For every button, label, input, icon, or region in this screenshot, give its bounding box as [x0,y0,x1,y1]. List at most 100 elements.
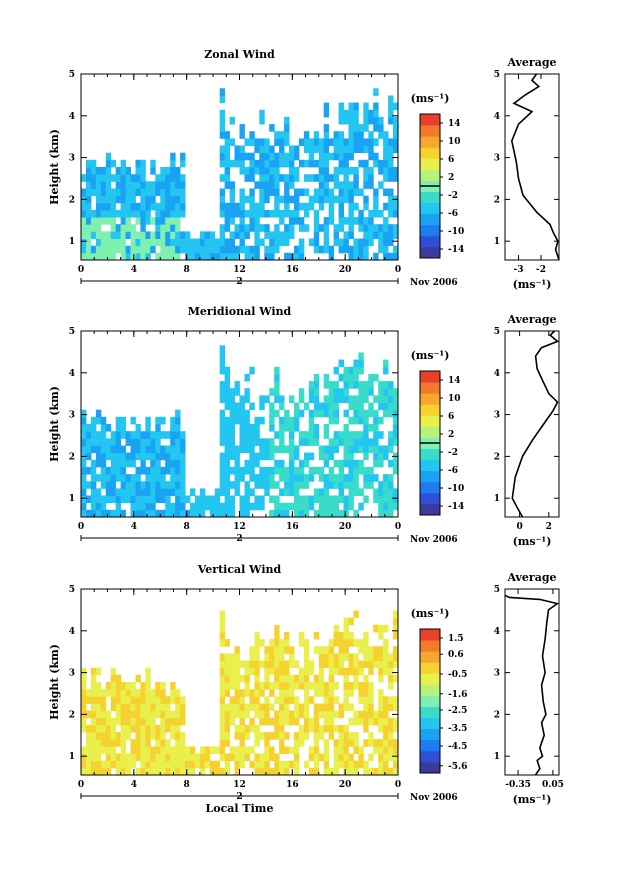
heatmap-cell [219,116,226,125]
heatmap-cell [155,746,161,754]
heatmap-cell [264,703,270,712]
heatmap-cell [298,388,305,396]
heatmap-cell [323,739,330,747]
heatmap-cell [264,660,270,669]
heatmap-cell [393,674,399,683]
heatmap-cell [269,416,275,425]
heatmap-cell [318,646,325,654]
heatmap-cell [150,488,156,496]
colorbar-tick-label: -2.5 [448,706,467,716]
heatmap-cell [199,502,206,511]
heatmap-cell [388,238,394,247]
heatmap-cell [170,767,176,776]
heatmap-cell [274,481,280,489]
heatmap-cell [125,703,131,712]
heatmap-cell [303,639,310,647]
heatmap-cell [343,452,349,461]
heatmap-cell [318,703,325,712]
heatmap-cell [135,710,141,719]
heatmap-cell [284,116,290,125]
average-y-tick-label: 2 [494,452,500,462]
heatmap-cell [328,682,335,690]
heatmap-cell [224,424,230,432]
heatmap-cell [81,481,87,489]
heatmap-cell [234,409,240,418]
colorbar-tick-label: -6 [448,466,458,476]
heatmap-cell [393,753,399,762]
heatmap-cell [249,174,255,182]
heatmap-cell [120,174,126,182]
heatmap-cell [229,231,235,239]
heatmap-cell [348,466,354,475]
colorbar-swatch [420,213,440,226]
heatmap-cell [254,631,260,640]
heatmap-cell [244,209,250,218]
heatmap-cell [244,152,250,161]
heatmap-cell [224,395,230,403]
heatmap-cell [219,459,226,468]
heatmap-cell [348,653,354,661]
heatmap-cell [95,689,102,697]
heatmap-cell [338,466,344,475]
heatmap-cell [358,395,364,403]
heatmap-cell [249,195,255,204]
heatmap-cell [105,710,112,719]
heatmap-cell [388,753,394,762]
heatmap-cell [303,509,310,518]
heatmap-cell [81,717,87,726]
heatmap-cell [323,459,330,468]
heatmap-cell [130,710,136,719]
heatmap-cell [130,209,136,218]
heatmap-cell [239,660,245,669]
heatmap-cell [303,703,310,712]
heatmap-cell [348,145,354,154]
heatmap-cell [140,231,146,239]
heatmap-cell [180,238,186,247]
heatmap-cell [90,767,97,776]
heatmap-cell [254,739,260,747]
heatmap-cell [249,502,255,511]
heatmap-cell [155,710,161,719]
heatmap-cell [298,409,305,418]
heatmap-cell [284,502,290,511]
colorbar-tick-label: -4.5 [448,742,467,752]
heatmap-cell [145,195,151,204]
heatmap-cell [294,696,300,704]
x-tick-label: 4 [131,522,137,532]
heatmap-cell [254,653,260,661]
heatmap-cell [343,445,349,454]
heatmap-cell [239,395,245,403]
heatmap-cell [239,703,245,712]
heatmap-cell [224,674,230,683]
heatmap-cell [125,195,131,204]
heatmap-cell [393,696,399,704]
heatmap-cell [135,488,141,496]
heatmap-cell [234,252,240,261]
heatmap-cell [185,767,191,776]
heatmap-cell [249,696,255,704]
heatmap-cell [353,732,359,740]
heatmap-cell [249,217,255,225]
heatmap-cell [363,452,369,461]
colorbar-tick-label: 6 [448,412,454,422]
heatmap-cell [274,395,280,403]
heatmap-cell [204,502,211,511]
heatmap-cell [303,402,310,411]
heatmap-cell [165,431,171,439]
heatmap-cell [338,388,344,396]
heatmap-cell [328,667,335,676]
heatmap-cell [155,466,161,475]
heatmap-cell [373,474,379,482]
heatmap-cell [284,424,290,432]
heatmap-cell [378,746,384,754]
heatmap-cell [279,217,285,225]
heatmap-cell [115,238,122,247]
heatmap-cell [388,459,394,468]
heatmap-cell [259,181,265,189]
heatmap-cell [160,466,166,475]
heatmap-cell [353,145,359,154]
heatmap-cell [120,159,126,168]
heatmap-cell [81,667,87,676]
heatmap-cell [155,760,161,769]
heatmap-cell [353,188,359,197]
